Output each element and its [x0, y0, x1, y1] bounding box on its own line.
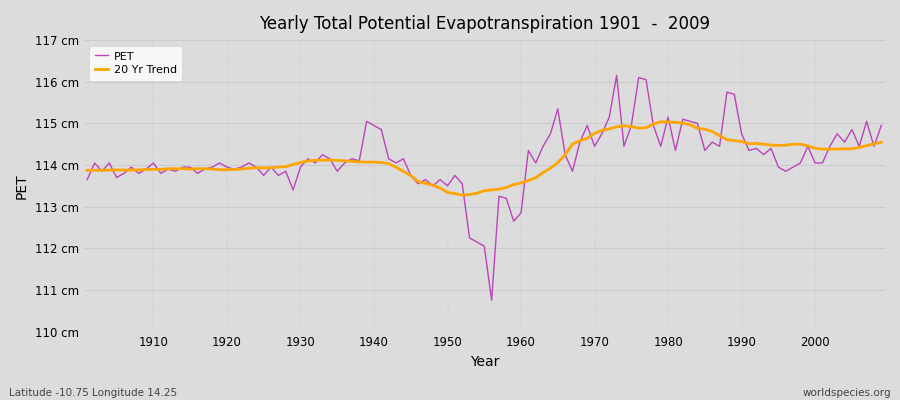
Legend: PET, 20 Yr Trend: PET, 20 Yr Trend	[89, 46, 182, 81]
20 Yr Trend	[346, 159, 357, 164]
Line: 20 Yr Trend: 20 Yr Trend	[87, 122, 881, 195]
Text: worldspecies.org: worldspecies.org	[803, 388, 891, 398]
Text: Latitude -10.75 Longitude 14.25: Latitude -10.75 Longitude 14.25	[9, 388, 177, 398]
20 Yr Trend	[302, 158, 313, 163]
PET	[302, 156, 313, 161]
X-axis label: Year: Year	[470, 355, 499, 369]
20 Yr Trend	[876, 140, 886, 144]
PET	[876, 123, 886, 128]
PET	[516, 210, 526, 215]
20 Yr Trend	[82, 168, 93, 173]
PET	[486, 298, 497, 303]
PET	[82, 177, 93, 182]
20 Yr Trend	[655, 119, 666, 124]
PET	[523, 148, 534, 153]
20 Yr Trend	[516, 180, 526, 185]
20 Yr Trend	[611, 124, 622, 129]
20 Yr Trend	[140, 167, 151, 172]
PET	[346, 156, 357, 161]
20 Yr Trend	[523, 178, 534, 183]
Line: PET: PET	[87, 76, 881, 300]
Title: Yearly Total Potential Evapotranspiration 1901  -  2009: Yearly Total Potential Evapotranspiratio…	[259, 15, 710, 33]
PET	[611, 73, 622, 78]
PET	[618, 144, 629, 149]
PET	[140, 167, 151, 172]
20 Yr Trend	[457, 193, 468, 198]
Y-axis label: PET: PET	[15, 173, 29, 199]
